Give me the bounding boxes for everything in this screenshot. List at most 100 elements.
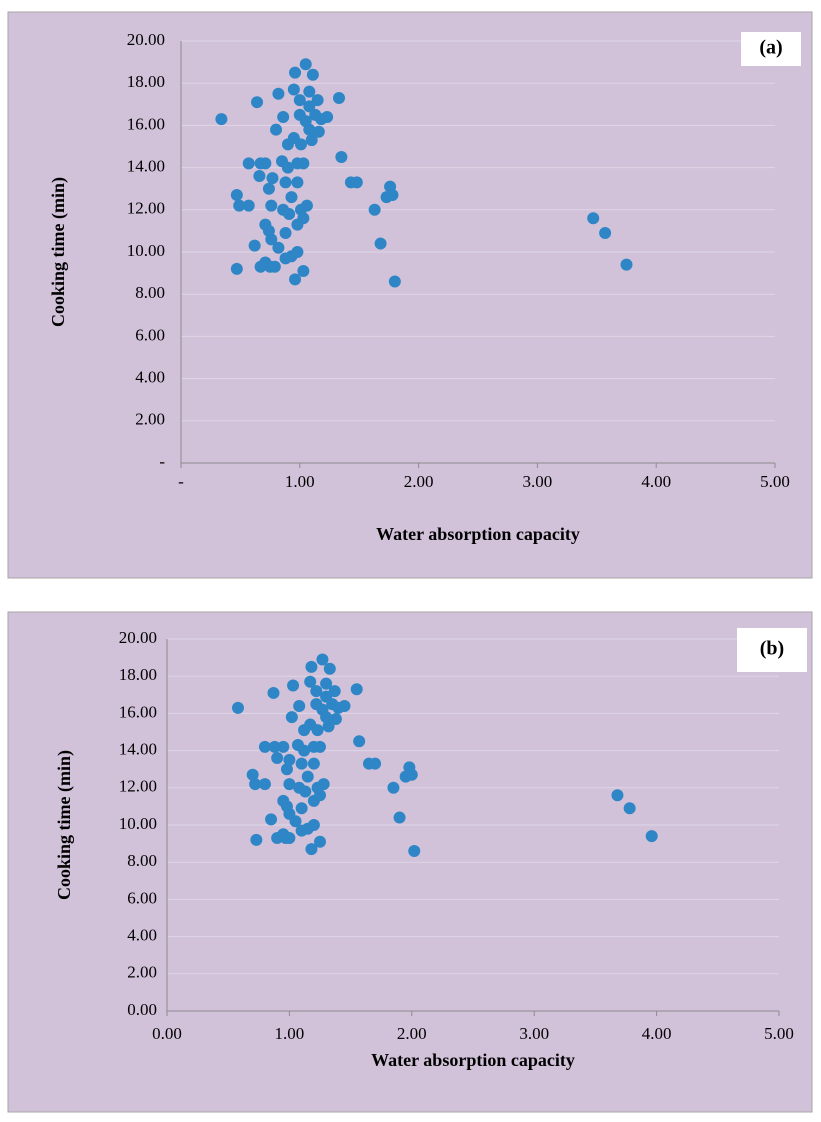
y-tick-label: 18.00 xyxy=(127,72,165,91)
point xyxy=(262,182,275,195)
point xyxy=(259,157,272,170)
point xyxy=(279,176,292,189)
y-tick-label: 8.00 xyxy=(135,283,165,302)
x-tick-label: 1.00 xyxy=(275,1024,305,1043)
point xyxy=(405,768,418,781)
point xyxy=(231,701,244,714)
point xyxy=(280,763,293,776)
point xyxy=(258,778,271,791)
point xyxy=(333,91,346,104)
y-tick-label: 6.00 xyxy=(127,888,157,907)
point xyxy=(320,677,333,690)
annotation: (a) xyxy=(759,37,782,59)
point xyxy=(271,752,284,765)
point xyxy=(272,87,285,100)
point xyxy=(599,227,612,240)
y-tick-label: 18.00 xyxy=(119,665,157,684)
point xyxy=(291,176,304,189)
annotation-box xyxy=(741,32,801,66)
point xyxy=(307,757,320,770)
x-tick-label: 2.00 xyxy=(397,1024,427,1043)
y-tick-label: 16.00 xyxy=(119,702,157,721)
y-tick-label: 6.00 xyxy=(135,325,165,344)
point xyxy=(297,212,310,225)
point xyxy=(258,740,271,753)
point xyxy=(285,191,298,204)
point xyxy=(306,68,319,81)
y-tick-label: - xyxy=(159,452,165,471)
y-tick-label: 4.00 xyxy=(135,368,165,387)
point xyxy=(272,241,285,254)
point xyxy=(268,740,281,753)
point xyxy=(301,770,314,783)
point xyxy=(287,679,300,692)
point xyxy=(303,85,316,98)
point xyxy=(620,258,633,271)
point xyxy=(279,227,292,240)
point xyxy=(287,83,300,96)
chart-area xyxy=(7,11,813,579)
point xyxy=(230,189,243,202)
point xyxy=(299,785,312,798)
point xyxy=(335,151,348,164)
point xyxy=(248,239,261,252)
x-tick-label: - xyxy=(178,472,184,491)
point xyxy=(289,815,302,828)
point xyxy=(285,711,298,724)
point xyxy=(253,170,266,183)
point xyxy=(329,712,342,725)
point xyxy=(350,683,363,696)
x-tick-label: 3.00 xyxy=(519,1024,549,1043)
point xyxy=(297,157,310,170)
y-tick-label: 0.00 xyxy=(127,1000,157,1019)
point xyxy=(320,711,333,724)
y-tick-label: 20.00 xyxy=(119,628,157,647)
point xyxy=(587,212,600,225)
point xyxy=(266,172,279,185)
point xyxy=(249,778,262,791)
point xyxy=(294,138,307,151)
y-tick-label: 12.00 xyxy=(127,199,165,218)
point xyxy=(623,802,636,815)
point xyxy=(374,237,387,250)
point xyxy=(251,96,264,109)
point xyxy=(291,246,304,258)
point xyxy=(645,830,658,843)
point xyxy=(299,58,312,71)
y-tick-label: 4.00 xyxy=(127,926,157,945)
point xyxy=(317,778,330,791)
point xyxy=(323,662,336,675)
point xyxy=(311,724,324,737)
point xyxy=(388,275,401,288)
x-tick-label: 4.00 xyxy=(642,1024,672,1043)
point xyxy=(233,199,246,212)
y-tick-label: 8.00 xyxy=(127,851,157,870)
point xyxy=(611,789,624,802)
point xyxy=(277,110,290,123)
point xyxy=(293,94,306,107)
y-tick-label: 2.00 xyxy=(135,410,165,429)
point xyxy=(283,778,296,791)
point xyxy=(281,161,294,174)
point xyxy=(270,123,283,136)
y-tick-label: 20.00 xyxy=(127,30,165,49)
x-axis-title: Water absorption capacity xyxy=(371,1050,575,1070)
point xyxy=(305,660,318,673)
point xyxy=(322,720,335,733)
point xyxy=(305,843,318,856)
y-tick-label: 14.00 xyxy=(127,157,165,176)
y-tick-label: 10.00 xyxy=(119,814,157,833)
point xyxy=(387,781,400,794)
y-tick-label: 10.00 xyxy=(127,241,165,260)
point xyxy=(305,134,318,147)
point xyxy=(283,753,296,766)
point xyxy=(268,260,281,273)
y-tick-label: 2.00 xyxy=(127,963,157,982)
point xyxy=(321,110,334,123)
point xyxy=(265,233,278,246)
point xyxy=(314,789,326,802)
point xyxy=(242,157,255,170)
point xyxy=(386,189,399,202)
point xyxy=(303,123,316,136)
